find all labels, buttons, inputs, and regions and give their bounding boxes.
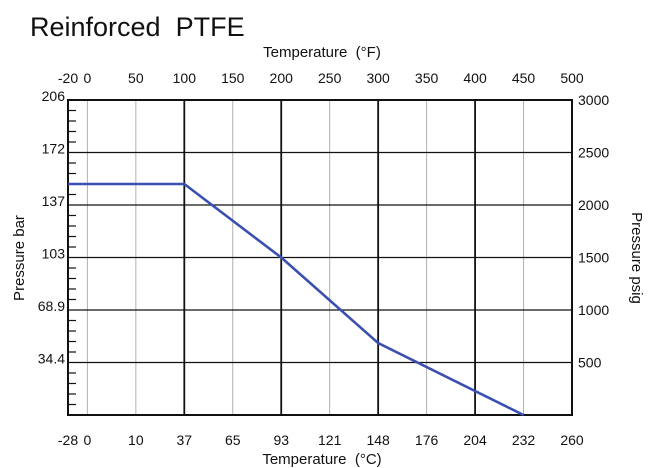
bottom-tick-label: 148 <box>366 432 390 448</box>
bottom-tick-label: 121 <box>318 432 342 448</box>
left-tick-label: 206 <box>42 88 66 104</box>
bottom-tick-label: 204 <box>463 432 487 448</box>
bottom-axis-title: Temperature (°C) <box>262 451 381 468</box>
bottom-tick-label: 176 <box>415 432 439 448</box>
plot-border <box>67 99 573 416</box>
left-tick-label: 34.4 <box>38 351 65 367</box>
bottom-tick-label: 0 <box>83 432 91 448</box>
top-tick-label: 200 <box>270 70 294 86</box>
left-tick-label: 103 <box>42 246 66 262</box>
top-tick-label: 500 <box>560 70 584 86</box>
top-tick-label: 150 <box>221 70 245 86</box>
top-tick-label: 0 <box>83 70 91 86</box>
bottom-tick-label: 232 <box>512 432 536 448</box>
top-tick-label: 450 <box>512 70 536 86</box>
bottom-tick-label: 260 <box>560 432 584 448</box>
bottom-tick-label: 10 <box>128 432 144 448</box>
right-tick-label: 1000 <box>578 302 609 318</box>
series-line <box>68 182 525 417</box>
right-tick-label: 1500 <box>578 250 609 266</box>
bottom-tick-label: 65 <box>225 432 241 448</box>
right-tick-label: 2000 <box>578 197 609 213</box>
right-tick-label: 3000 <box>578 92 609 108</box>
left-tick-label: 68.9 <box>38 298 65 314</box>
right-tick-label: 2500 <box>578 145 609 161</box>
bottom-tick-label: 37 <box>177 432 193 448</box>
top-tick-label: 350 <box>415 70 439 86</box>
bottom-tick-label: -28 <box>58 432 78 448</box>
left-axis-title: Pressure bar <box>11 215 28 301</box>
right-axis-title: Pressure psig <box>628 212 645 304</box>
top-tick-label: 50 <box>128 70 144 86</box>
plot-area: -20 0 50 100 150 200 250 300 350 400 450 500-28 0 10 3… <box>38 70 610 448</box>
top-axis-title: Temperature (°F) <box>263 44 381 61</box>
top-tick-label: 250 <box>318 70 342 86</box>
bottom-tick-label: 93 <box>273 432 289 448</box>
left-tick-label: 172 <box>42 141 66 157</box>
top-tick-label: 100 <box>173 70 197 86</box>
left-tick-label: 137 <box>42 193 66 209</box>
right-tick-label: 500 <box>578 355 602 371</box>
top-tick-label: -20 <box>58 70 78 86</box>
chart-title: Reinforced PTFE <box>30 12 245 42</box>
top-tick-label: 400 <box>463 70 487 86</box>
top-tick-label: 300 <box>366 70 390 86</box>
